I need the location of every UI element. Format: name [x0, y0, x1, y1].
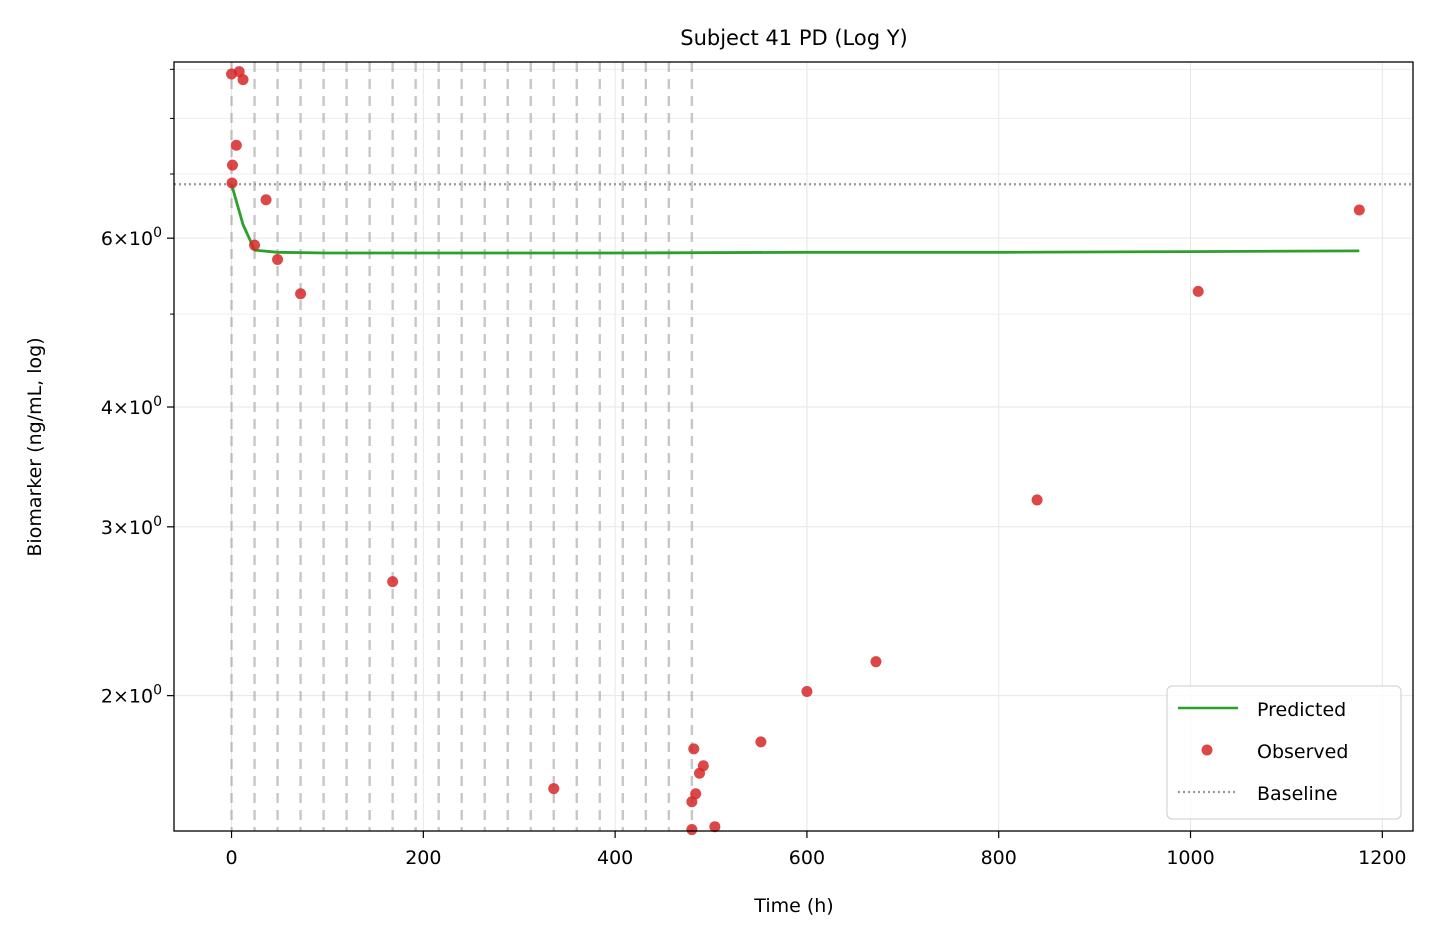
observed-point-19 [755, 736, 767, 748]
x-tick-label-2: 400 [597, 847, 633, 869]
observed-point-13 [688, 743, 700, 755]
grid-lines [174, 62, 1413, 831]
legend-frame [1166, 685, 1402, 820]
legend-baseline-label: Baseline [1257, 783, 1338, 805]
dose-time-lines [230, 62, 694, 831]
observed-series [226, 66, 1365, 836]
observed-point-5 [226, 177, 238, 189]
x-tick-label-3: 600 [789, 847, 825, 869]
x-tick-label-0: 0 [225, 847, 237, 869]
legend-observed-swatch [1201, 744, 1213, 756]
x-tick-label-4: 800 [981, 847, 1017, 869]
chart-title: Subject 41 PD (Log Y) [680, 26, 907, 50]
observed-point-8 [272, 254, 284, 266]
x-axis-ticks: 0 200 400 600 800 1000 1200 [225, 831, 1406, 869]
y-tick-label-3: 6×100 [101, 225, 162, 250]
observed-point-22 [1031, 494, 1043, 506]
y-axis-label: Biomarker (ng/mL, log) [24, 337, 46, 556]
observed-point-23 [1192, 285, 1204, 297]
legend-observed-label: Observed [1257, 741, 1348, 763]
observed-point-24 [1353, 204, 1365, 216]
observed-point-17 [697, 760, 709, 772]
x-axis-label: Time (h) [753, 895, 833, 917]
observed-point-2 [237, 74, 249, 86]
y-tick-label-0: 2×100 [101, 683, 162, 708]
observed-point-11 [548, 783, 560, 795]
observed-point-20 [801, 686, 813, 698]
observed-point-15 [686, 824, 698, 836]
observed-point-4 [230, 139, 242, 151]
observed-point-21 [870, 656, 882, 668]
y-tick-label-2: 4×100 [101, 394, 162, 419]
y-axis-ticks: 2×100 3×100 4×100 6×100 [101, 68, 174, 708]
legend-predicted-label: Predicted [1257, 699, 1346, 721]
observed-point-18 [709, 821, 721, 833]
legend: Predicted Observed Baseline [1166, 685, 1402, 820]
x-tick-label-1: 200 [405, 847, 441, 869]
observed-point-10 [387, 576, 399, 588]
y-tick-label-1: 3×100 [101, 514, 162, 539]
observed-point-7 [249, 239, 261, 251]
x-tick-label-5: 1000 [1166, 847, 1214, 869]
observed-point-6 [260, 194, 272, 206]
observed-point-14 [690, 788, 702, 800]
observed-point-3 [226, 159, 238, 171]
plot-frame [173, 61, 1414, 832]
x-tick-label-6: 1200 [1358, 847, 1406, 869]
observed-point-9 [295, 288, 307, 300]
